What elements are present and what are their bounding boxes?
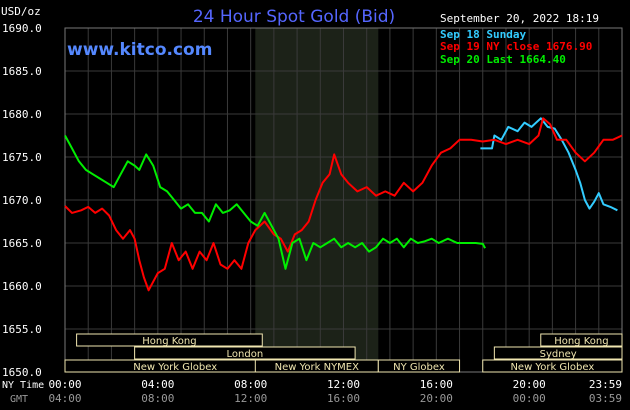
session-bars: Hong Kong London New York Globex New York N… <box>64 333 623 373</box>
x-tick-label-ny: 08:00 <box>234 378 267 391</box>
legend-entry-sep18: Sep 18 Sunday <box>440 28 526 41</box>
y-tick-label: 1685.0 <box>2 65 42 78</box>
session-bar <box>377 359 461 373</box>
series-line-sep18 <box>480 117 618 212</box>
x-tick-label-gmt: 12:00 <box>234 392 267 405</box>
session-bar-label: New York Globex <box>510 362 594 373</box>
session-bar-label: Sydney <box>540 349 577 360</box>
y-tick-label: 1655.0 <box>2 323 42 336</box>
x-tick-label-ny: 04:00 <box>141 378 174 391</box>
x-tick-label-gmt: 03:59 <box>589 392 622 405</box>
session-bar <box>482 359 623 373</box>
x-axis-ticks: 00:0004:0004:0008:0008:0012:0012:0016:00… <box>48 378 622 405</box>
chart-title: 24 Hour Spot Gold (Bid) <box>193 7 395 27</box>
timestamp: September 20, 2022 18:19 <box>440 12 599 25</box>
site-watermark: www.kitco.com <box>67 40 212 60</box>
ny-time-row-label: NY Time <box>2 380 44 391</box>
x-tick-label-gmt: 04:00 <box>48 392 81 405</box>
grid <box>64 27 623 373</box>
session-bar <box>134 346 356 360</box>
series-line-sep20 <box>64 135 486 270</box>
session-bar-label: Hong Kong <box>142 336 196 347</box>
y-tick-label: 1680.0 <box>2 108 42 121</box>
y-tick-label: 1675.0 <box>2 151 42 164</box>
session-bar <box>540 333 623 347</box>
session-bar <box>493 346 623 360</box>
legend-entry-sep19: Sep 19 NY close 1676.90 <box>440 40 592 53</box>
gmt-row-label: GMT <box>10 394 28 405</box>
session-bar-label: New York Globex <box>133 362 217 373</box>
y-axis-unit-label: USD/oz <box>1 5 41 18</box>
y-tick-label: 1660.0 <box>2 280 42 293</box>
session-bar-label: London <box>227 349 264 360</box>
y-tick-label: 1690.0 <box>2 22 42 35</box>
y-tick-label: 1665.0 <box>2 237 42 250</box>
legend-entry-sep20: Sep 20 Last 1664.40 <box>440 53 566 66</box>
x-tick-label-gmt: 20:00 <box>420 392 453 405</box>
y-tick-label: 1650.0 <box>2 366 42 379</box>
session-bar <box>76 333 263 347</box>
x-tick-label-ny: 12:00 <box>327 378 360 391</box>
legend: Sep 18 Sunday Sep 19 NY close 1676.90 Se… <box>440 28 592 66</box>
x-tick-label-ny: 20:00 <box>513 378 546 391</box>
x-tick-label-gmt: 00:00 <box>513 392 546 405</box>
session-bar-label: Hong Kong <box>554 336 608 347</box>
x-tick-label-ny: 23:59 <box>589 378 622 391</box>
session-bar-label: New York NYMEX <box>275 362 360 373</box>
x-tick-label-gmt: 16:00 <box>327 392 360 405</box>
y-axis-ticks: 1650.0 1655.0 1660.0 1665.0 1670.0 1675.0 1680… <box>2 22 42 379</box>
x-tick-label-ny: 00:00 <box>48 378 81 391</box>
series-line-sep19 <box>64 117 623 292</box>
y-tick-label: 1670.0 <box>2 194 42 207</box>
x-tick-label-gmt: 08:00 <box>141 392 174 405</box>
session-bar-label: NY Globex <box>393 362 445 373</box>
x-tick-label-ny: 16:00 <box>420 378 453 391</box>
series-layer <box>64 117 623 292</box>
